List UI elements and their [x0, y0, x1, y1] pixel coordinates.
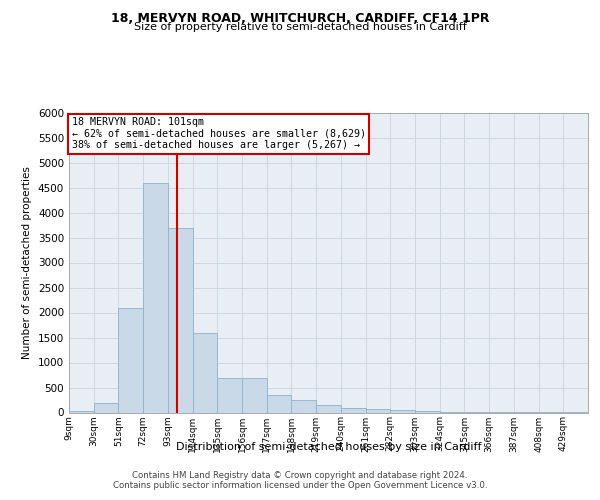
Bar [193, 332, 217, 412]
Bar [415, 410, 440, 412]
Bar [390, 410, 415, 412]
Bar [69, 411, 94, 412]
Bar [168, 228, 193, 412]
Bar [94, 402, 118, 412]
Y-axis label: Number of semi-detached properties: Number of semi-detached properties [22, 166, 32, 359]
Text: Size of property relative to semi-detached houses in Cardiff: Size of property relative to semi-detach… [134, 22, 466, 32]
Bar [341, 408, 365, 412]
Bar [365, 408, 390, 412]
Text: Distribution of semi-detached houses by size in Cardiff: Distribution of semi-detached houses by … [176, 442, 482, 452]
Bar [316, 405, 341, 412]
Bar [217, 378, 242, 412]
Bar [292, 400, 316, 412]
Text: 18, MERVYN ROAD, WHITCHURCH, CARDIFF, CF14 1PR: 18, MERVYN ROAD, WHITCHURCH, CARDIFF, CF… [111, 12, 489, 26]
Text: Contains public sector information licensed under the Open Government Licence v3: Contains public sector information licen… [113, 482, 487, 490]
Bar [118, 308, 143, 412]
Bar [242, 378, 267, 412]
Bar [267, 395, 292, 412]
Bar [143, 182, 168, 412]
Text: 18 MERVYN ROAD: 101sqm
← 62% of semi-detached houses are smaller (8,629)
38% of : 18 MERVYN ROAD: 101sqm ← 62% of semi-det… [71, 117, 365, 150]
Text: Contains HM Land Registry data © Crown copyright and database right 2024.: Contains HM Land Registry data © Crown c… [132, 472, 468, 480]
